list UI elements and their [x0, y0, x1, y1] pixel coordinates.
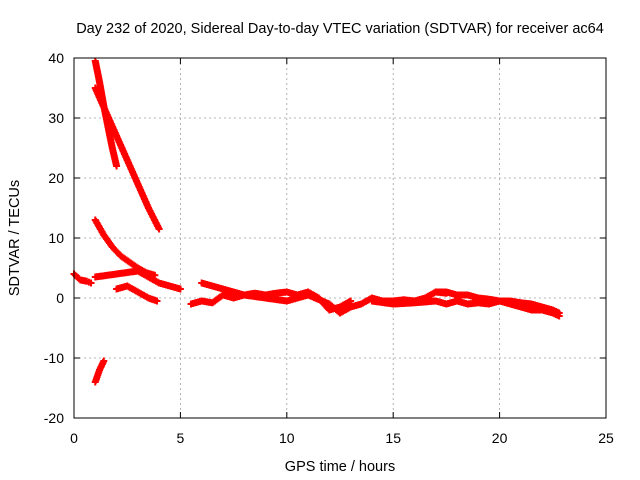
y-tick-label: 0: [56, 290, 64, 306]
y-tick-label: 20: [48, 170, 64, 186]
series-arc-g: [91, 357, 108, 386]
y-tick-labels: -20 -10 0 10 20 30 40: [44, 50, 64, 426]
x-tick-label: 15: [385, 430, 401, 446]
y-tick-label: -10: [44, 350, 64, 366]
series-arc-k: [368, 297, 563, 320]
y-tick-label: 30: [48, 110, 64, 126]
y-tick-label: 40: [48, 50, 64, 66]
data-point: [155, 225, 163, 233]
data-point: [100, 357, 108, 365]
y-tick-label: -20: [44, 410, 64, 426]
grid: [74, 58, 606, 418]
x-tick-label: 0: [70, 430, 78, 446]
x-tick-label: 25: [598, 430, 614, 446]
series-arc-f: [113, 282, 161, 305]
x-axis-label: GPS time / hours: [285, 459, 395, 475]
data-point: [176, 285, 184, 293]
series-arc-d: [70, 270, 95, 287]
data-point: [555, 309, 563, 317]
series-arc-b: [91, 84, 163, 233]
data-point: [113, 162, 121, 170]
x-tick-labels: 0 5 10 15 20 25: [70, 430, 614, 446]
plot-frame: [73, 57, 607, 419]
series-arc-i: [198, 279, 355, 317]
y-axis-label: SDTVAR / TECUs: [7, 180, 23, 296]
chart-title: Day 232 of 2020, Sidereal Day-to-day VTE…: [76, 21, 604, 37]
data-point: [347, 297, 355, 305]
x-tick-label: 10: [279, 430, 295, 446]
data-point: [87, 279, 95, 287]
x-tick-label: 20: [492, 430, 508, 446]
data-marks: [70, 57, 563, 386]
series-arc-l: [432, 288, 563, 317]
y-tick-label: 10: [48, 230, 64, 246]
series-arc-e: [91, 267, 184, 293]
x-tick-label: 5: [177, 430, 185, 446]
data-point: [153, 297, 161, 305]
